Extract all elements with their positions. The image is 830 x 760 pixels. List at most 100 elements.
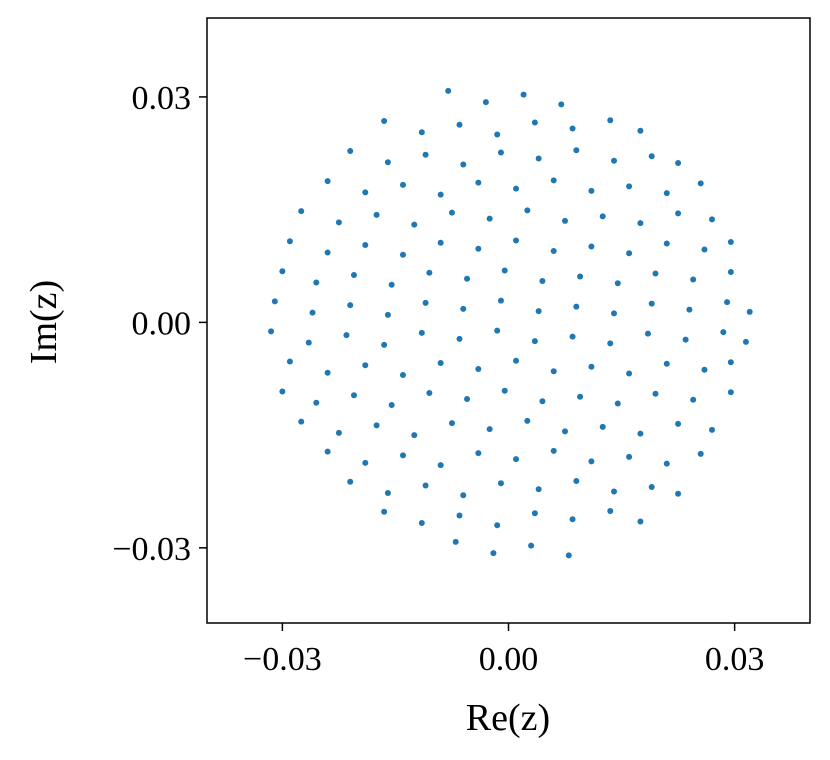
- point: [373, 211, 380, 218]
- point: [362, 459, 369, 466]
- point: [437, 462, 444, 469]
- point: [531, 119, 538, 126]
- point: [611, 157, 618, 164]
- point: [573, 303, 580, 310]
- point: [411, 432, 418, 439]
- point: [350, 392, 357, 399]
- point: [513, 357, 520, 364]
- point: [324, 369, 331, 376]
- point: [637, 518, 644, 525]
- point: [724, 299, 731, 306]
- point: [588, 187, 595, 194]
- point: [362, 189, 369, 196]
- point: [697, 450, 704, 457]
- point: [562, 428, 569, 435]
- point: [399, 371, 406, 378]
- point: [347, 478, 354, 485]
- point: [501, 267, 508, 274]
- point: [727, 238, 734, 245]
- point: [399, 251, 406, 258]
- point: [675, 490, 682, 497]
- point: [663, 460, 670, 467]
- point: [573, 477, 580, 484]
- point: [418, 520, 425, 527]
- point: [399, 181, 406, 188]
- point: [373, 422, 380, 429]
- point: [727, 359, 734, 366]
- point: [663, 240, 670, 247]
- point: [709, 216, 716, 223]
- point: [384, 159, 391, 166]
- point: [569, 516, 576, 523]
- point: [452, 538, 459, 545]
- point: [456, 121, 463, 128]
- point: [362, 362, 369, 369]
- point: [445, 87, 452, 94]
- point: [494, 522, 501, 529]
- point: [268, 328, 275, 335]
- point: [437, 359, 444, 366]
- point: [690, 276, 697, 283]
- point: [573, 147, 580, 154]
- point: [482, 99, 489, 106]
- point: [626, 370, 633, 377]
- point: [742, 338, 749, 345]
- point: [550, 447, 557, 454]
- point: [539, 278, 546, 285]
- point: [663, 190, 670, 197]
- point: [701, 366, 708, 373]
- point: [464, 396, 471, 403]
- point: [535, 155, 542, 162]
- point: [565, 552, 572, 559]
- point: [524, 417, 531, 424]
- point: [577, 273, 584, 280]
- point: [513, 237, 520, 244]
- point: [418, 129, 425, 136]
- point: [313, 279, 320, 286]
- point: [494, 131, 501, 138]
- point: [652, 390, 659, 397]
- point: [381, 508, 388, 515]
- point: [648, 483, 655, 490]
- point: [464, 275, 471, 282]
- point: [701, 246, 708, 253]
- point: [607, 508, 614, 515]
- point: [599, 213, 606, 220]
- point: [475, 365, 482, 372]
- point: [486, 426, 493, 433]
- point: [607, 117, 614, 124]
- point: [313, 399, 320, 406]
- point: [486, 215, 493, 222]
- point: [652, 270, 659, 277]
- point: [614, 280, 621, 287]
- point: [558, 101, 565, 108]
- plot-frame: [206, 17, 811, 624]
- point: [614, 400, 621, 407]
- point: [494, 327, 501, 334]
- point: [550, 177, 557, 184]
- point: [347, 148, 354, 155]
- point: [497, 297, 504, 304]
- point: [298, 208, 305, 215]
- point: [422, 299, 429, 306]
- point: [448, 209, 455, 216]
- point: [490, 550, 497, 557]
- point: [675, 160, 682, 167]
- point: [697, 180, 704, 187]
- point: [686, 306, 693, 313]
- point: [460, 492, 467, 499]
- point: [569, 125, 576, 132]
- point: [286, 358, 293, 365]
- point: [611, 488, 618, 495]
- point: [411, 221, 418, 228]
- point: [746, 308, 753, 315]
- y-tick-label: 0.00: [132, 305, 192, 342]
- point: [475, 179, 482, 186]
- point: [460, 305, 467, 312]
- point: [422, 482, 429, 489]
- point: [607, 340, 614, 347]
- point: [347, 302, 354, 309]
- point: [569, 333, 576, 340]
- point: [648, 153, 655, 160]
- point: [637, 220, 644, 227]
